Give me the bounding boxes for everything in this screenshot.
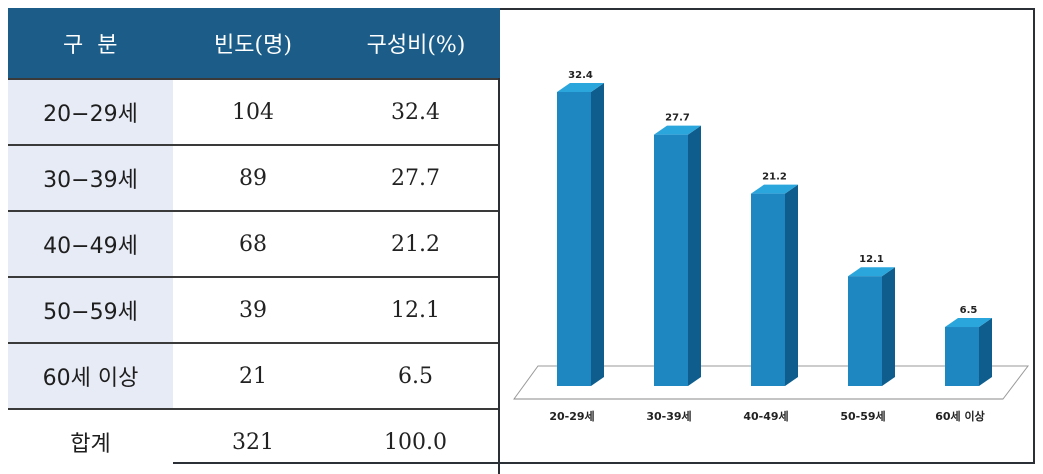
row-frequency: 68 (173, 210, 333, 277)
bar-top (945, 318, 992, 328)
row-ratio: 32.4 (333, 78, 500, 145)
row-label: 60세 이상 (8, 342, 173, 409)
row-label: 50−59세 (8, 276, 173, 343)
bar-20-29세 (557, 83, 604, 386)
bar-top (751, 184, 798, 194)
bar-chart: 32.4 20-29세 27.7 30-39세 21.2 40-49세 12.1 50-59세… (500, 10, 1033, 462)
table-header-row: 구 분 빈도(명) 구성비(%) (8, 8, 500, 79)
row-label: 20−29세 (8, 78, 173, 145)
header-ratio: 구성비(%) (333, 8, 500, 79)
bar-front (848, 276, 882, 386)
table-row: 30−39세 89 27.7 (8, 144, 500, 211)
bar-top (557, 83, 604, 92)
bar-60세 이상 (945, 318, 992, 386)
table-row: 50−59세 39 12.1 (8, 276, 500, 343)
bar-front (557, 92, 591, 386)
bar-value-label: 6.5 (960, 305, 978, 316)
age-distribution-table: 구 분 빈도(명) 구성비(%) 20−29세 104 32.4 30−39세 … (8, 8, 500, 474)
bar-top (654, 125, 701, 135)
row-ratio: 12.1 (333, 276, 500, 343)
row-frequency: 104 (173, 78, 333, 145)
table-row: 20−29세 104 32.4 (8, 78, 500, 145)
bar-value-label: 32.4 (568, 70, 593, 81)
row-frequency: 21 (173, 342, 333, 409)
category-label: 50-59세 (840, 409, 885, 423)
table-total-row: 합계 321 100.0 (8, 408, 500, 474)
bar-side (688, 125, 701, 387)
bar-value-label: 12.1 (859, 254, 884, 265)
row-ratio: 27.7 (333, 144, 500, 211)
bar-value-label: 27.7 (665, 113, 690, 124)
chart-labels: 32.4 20-29세 27.7 30-39세 21.2 40-49세 12.1 50-59세… (549, 70, 984, 423)
category-label: 40-49세 (743, 409, 788, 423)
row-frequency: 321 (173, 408, 333, 474)
bar-chart-svg: 32.4 20-29세 27.7 30-39세 21.2 40-49세 12.1 50-59세… (513, 70, 1030, 423)
bar-front (654, 134, 688, 386)
table-row: 60세 이상 21 6.5 (8, 342, 500, 409)
bar-30-39세 (654, 125, 701, 387)
row-label: 40−49세 (8, 210, 173, 277)
category-label: 20-29세 (549, 409, 594, 423)
row-ratio: 100.0 (333, 408, 500, 474)
bar-side (591, 83, 604, 386)
row-label: 합계 (8, 408, 173, 474)
bar-front (945, 327, 979, 386)
header-frequency: 빈도(명) (173, 8, 334, 79)
header-category: 구 분 (8, 8, 174, 79)
row-ratio: 6.5 (333, 342, 500, 409)
bar-side (785, 184, 798, 386)
bar-top (848, 267, 895, 277)
row-ratio: 21.2 (333, 210, 500, 277)
bar-50-59세 (848, 267, 895, 386)
bar-front (751, 193, 785, 386)
row-frequency: 39 (173, 276, 333, 343)
bar-side (979, 318, 992, 386)
chart-bars (557, 83, 992, 387)
bar-side (882, 267, 895, 386)
table-row: 40−49세 68 21.2 (8, 210, 500, 277)
row-label: 30−39세 (8, 144, 173, 211)
category-label: 60세 이상 (935, 409, 985, 423)
category-label: 30-39세 (646, 409, 691, 423)
bar-40-49세 (751, 184, 798, 386)
bar-value-label: 21.2 (762, 172, 787, 183)
row-frequency: 89 (173, 144, 333, 211)
